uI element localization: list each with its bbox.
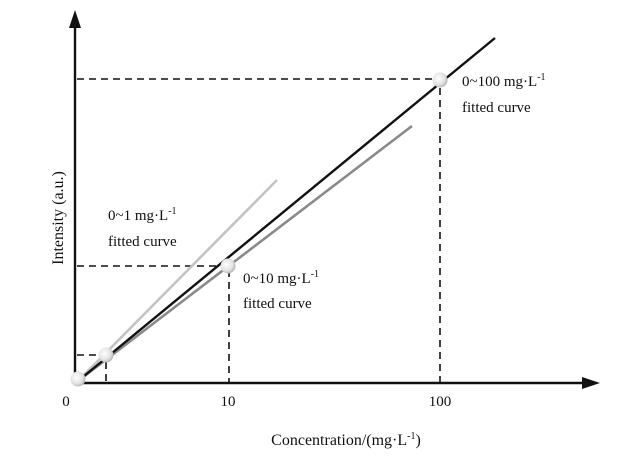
marker-1 (98, 347, 114, 363)
x-axis-title-close: ) (415, 432, 420, 449)
y-axis-arrow (69, 10, 81, 28)
x-tick-label: 100 (429, 394, 452, 410)
marker-100 (432, 72, 448, 88)
annotation-0-100: 0~100 mg·L-1 fitted curve (462, 72, 546, 116)
x-axis-arrow (582, 377, 600, 389)
y-axis-title: Intensity (a.u.) (50, 171, 67, 265)
x-tick-label: 0 (62, 394, 70, 410)
x-axis-title-sup: -1 (407, 431, 415, 442)
annotation-0-10: 0~10 mg·L-1 fitted curve (243, 269, 319, 312)
annotation-0-1-line2: fitted curve (108, 234, 177, 250)
line-0-100-fit (77, 37, 496, 382)
data-markers (70, 72, 448, 387)
x-axis-title: Concentration/(mg·L-1) (271, 431, 421, 449)
marker-10 (220, 258, 236, 274)
line-0-10-fit (77, 124, 413, 383)
annotation-0-10-sup: -1 (311, 269, 319, 280)
x-tick-labels: 0 10 100 (62, 394, 451, 410)
x-tick-label: 10 (221, 394, 236, 410)
annotation-0-1-sup: -1 (168, 206, 176, 217)
fitted-lines (77, 37, 496, 383)
annotation-0-100-sup: -1 (537, 72, 545, 83)
guide-10 (77, 265, 230, 383)
annotation-0-10-line1: 0~10 mg·L-1 (243, 269, 319, 287)
annotation-0-100-line1: 0~100 mg·L-1 (462, 72, 546, 90)
annotation-0-100-line2: fitted curve (462, 100, 531, 116)
annotation-0-1-line1: 0~1 mg·L-1 (108, 206, 177, 224)
annotation-0-10-line2: fitted curve (243, 296, 312, 312)
annotation-0-1-text: 0~1 mg·L (108, 208, 168, 224)
annotation-0-1: 0~1 mg·L-1 fitted curve (108, 206, 177, 250)
line-0-1-fit (77, 179, 278, 382)
x-axis-title-main: Concentration/(mg·L (271, 432, 407, 449)
annotation-0-10-text: 0~10 mg·L (243, 271, 311, 287)
annotation-0-100-text: 0~100 mg·L (462, 74, 537, 90)
marker-0 (70, 371, 86, 387)
axes (69, 10, 600, 389)
